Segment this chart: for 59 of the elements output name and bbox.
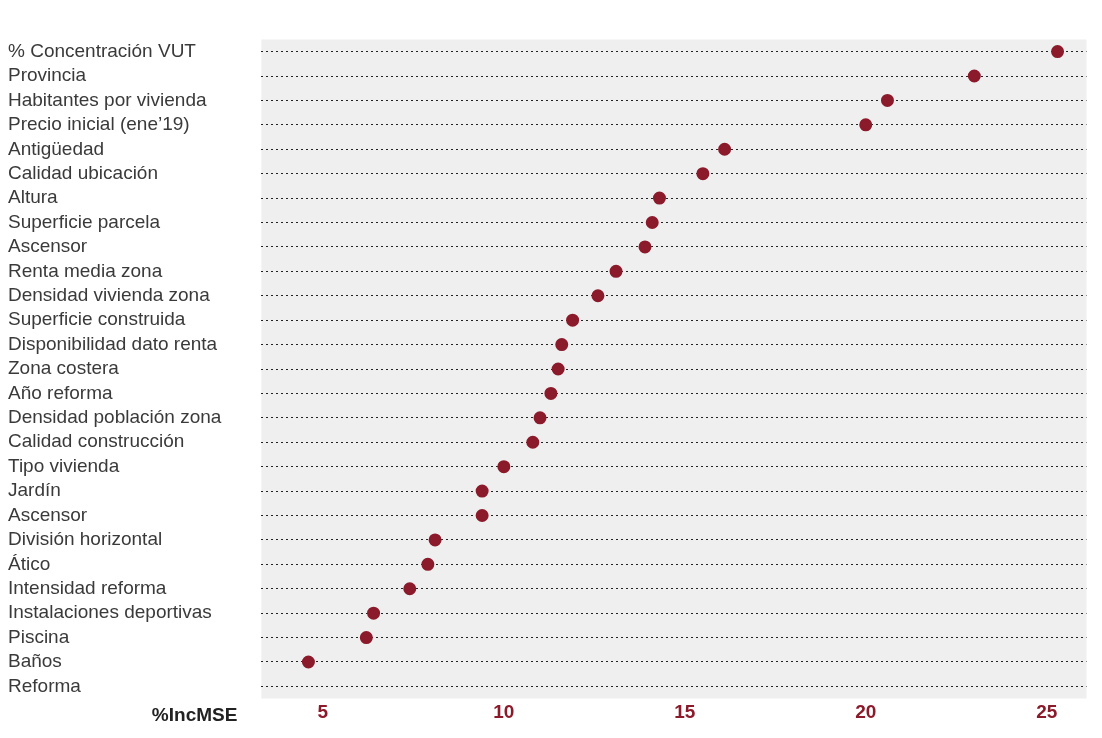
- point: [638, 240, 652, 254]
- point: [421, 557, 435, 571]
- y-tick-label: Calidad ubicación: [8, 161, 158, 183]
- y-tick-label: Precio inicial (ene’19): [8, 113, 190, 135]
- y-tick-label: Provincia: [8, 64, 87, 86]
- point: [718, 142, 732, 156]
- y-tick-label: Jardín: [8, 479, 61, 501]
- y-tick-label: Baños: [8, 650, 62, 672]
- point: [1051, 45, 1065, 59]
- y-tick-label: Reforma: [8, 674, 82, 696]
- point: [609, 264, 623, 278]
- x-tick-label: 5: [317, 701, 329, 723]
- point: [526, 435, 540, 449]
- y-tick-label: Disponibilidad dato renta: [8, 332, 218, 354]
- point: [475, 508, 489, 522]
- point: [544, 386, 558, 400]
- point: [551, 362, 565, 376]
- y-tick-label: Ascensor: [8, 235, 88, 257]
- y-tick-label: Año reforma: [8, 381, 113, 403]
- x-tick-label: 10: [493, 701, 515, 723]
- y-tick-label: Instalaciones deportivas: [8, 601, 212, 623]
- point: [428, 533, 442, 547]
- point: [555, 338, 569, 352]
- y-tick-label: Superficie parcela: [8, 210, 161, 232]
- x-axis-title: %IncMSE: [151, 703, 238, 725]
- point: [645, 216, 659, 230]
- y-tick-label: Renta media zona: [8, 259, 163, 281]
- point: [859, 118, 873, 132]
- y-tick-label: Antigüedad: [8, 137, 105, 159]
- y-tick-label: Habitantes por vivienda: [8, 88, 207, 110]
- point: [367, 606, 381, 620]
- y-tick-label: Calidad construcción: [8, 430, 185, 452]
- point: [497, 460, 511, 474]
- point: [566, 313, 580, 327]
- point: [591, 289, 605, 303]
- y-tick-label: Densidad población zona: [8, 406, 222, 428]
- y-tick-label: Altura: [8, 186, 59, 208]
- point: [359, 631, 373, 645]
- x-tick-label: 20: [855, 701, 877, 723]
- y-tick-label: Intensidad reforma: [8, 576, 167, 598]
- x-tick-label: 25: [1036, 701, 1058, 723]
- point: [301, 655, 315, 669]
- y-tick-label: Densidad vivienda zona: [8, 283, 211, 305]
- y-tick-label: Piscina: [8, 625, 70, 647]
- y-tick-label: Tipo vivienda: [8, 454, 120, 476]
- y-tick-label: División horizontal: [8, 528, 163, 550]
- point: [652, 191, 666, 205]
- point: [696, 167, 710, 181]
- x-tick-label: 15: [674, 701, 696, 723]
- point: [403, 582, 417, 596]
- point: [967, 69, 981, 83]
- point: [533, 411, 547, 425]
- y-tick-label: % Concentración VUT: [8, 39, 197, 61]
- y-tick-label: Superficie construida: [8, 308, 186, 330]
- point: [475, 484, 489, 498]
- y-tick-label: Zona costera: [8, 357, 120, 379]
- point: [880, 93, 894, 107]
- y-tick-label: Ascensor: [8, 503, 88, 525]
- y-tick-label: Ático: [8, 552, 51, 574]
